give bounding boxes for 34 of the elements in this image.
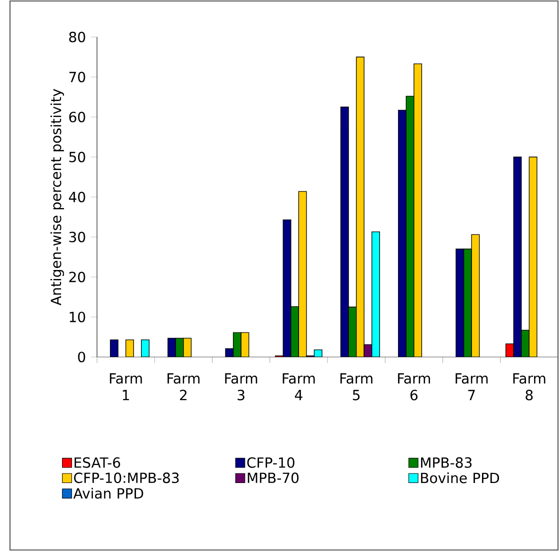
x-tick-label: Farm 1 [110, 373, 142, 400]
x-tick-label: Farm 7 [456, 373, 488, 400]
y-tick-label: 50 [69, 152, 86, 162]
legend-label: CFP-10:MPB-83 [74, 472, 179, 484]
bar [506, 343, 514, 357]
bar [372, 231, 380, 357]
x-tick-label: Farm 5 [340, 373, 372, 400]
y-axis-title: Antigen-wise percent positivity [50, 88, 64, 306]
y-tick-label: 0 [78, 352, 86, 362]
bar [528, 156, 538, 357]
x-tick-label: Farm 4 [282, 373, 315, 400]
legend-label: MPB-83 [421, 457, 472, 468]
legend-label: ESAT-6 [74, 457, 120, 468]
x-tick-label: Farm 6 [398, 373, 430, 400]
legend-label: CFP-10 [247, 457, 294, 468]
legend-label: MPB-70 [248, 472, 299, 484]
y-tick-label: 40 [68, 192, 86, 202]
bar [414, 63, 422, 357]
y-tick-label: 60 [69, 112, 86, 122]
y-tick-label: 20 [69, 272, 86, 282]
legend-label: Bovine PPD [421, 472, 500, 484]
bar [356, 56, 364, 357]
bar [125, 339, 134, 357]
bar [298, 191, 307, 357]
x-tick-label: Farm 3 [225, 373, 258, 400]
x-tick-label: Farm 8 [513, 373, 546, 400]
bar [110, 339, 118, 357]
y-tick-label: 80 [69, 32, 86, 42]
legend-label: Avian PPD [73, 488, 144, 499]
y-tick-label: 10 [70, 312, 86, 322]
y-tick-label: 70 [69, 72, 86, 82]
bar [141, 339, 150, 357]
y-tick-label: 30 [69, 232, 86, 242]
x-tick-label: Farm 2 [168, 373, 200, 400]
